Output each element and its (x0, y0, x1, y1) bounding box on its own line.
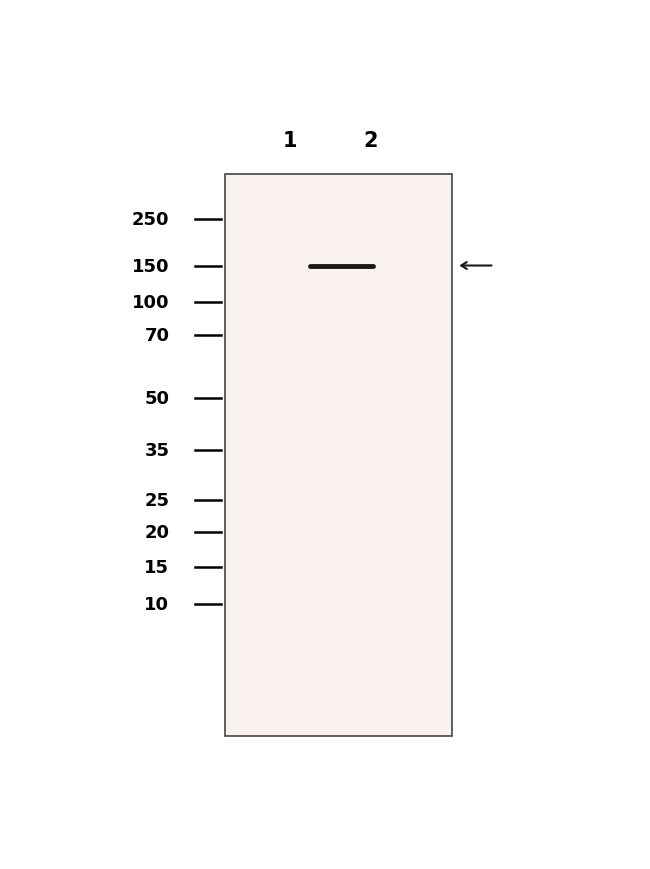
Text: 10: 10 (144, 595, 170, 614)
Bar (225, 175, 452, 737)
Text: 15: 15 (144, 558, 170, 576)
Text: 25: 25 (144, 491, 170, 509)
Text: 50: 50 (144, 389, 170, 408)
Text: 35: 35 (144, 441, 170, 459)
Text: 250: 250 (132, 210, 170, 229)
Text: 20: 20 (144, 523, 170, 541)
Text: 1: 1 (283, 131, 298, 151)
Text: 70: 70 (144, 327, 170, 345)
Text: 150: 150 (132, 257, 170, 275)
Text: 100: 100 (132, 294, 170, 311)
Text: 2: 2 (363, 131, 378, 151)
